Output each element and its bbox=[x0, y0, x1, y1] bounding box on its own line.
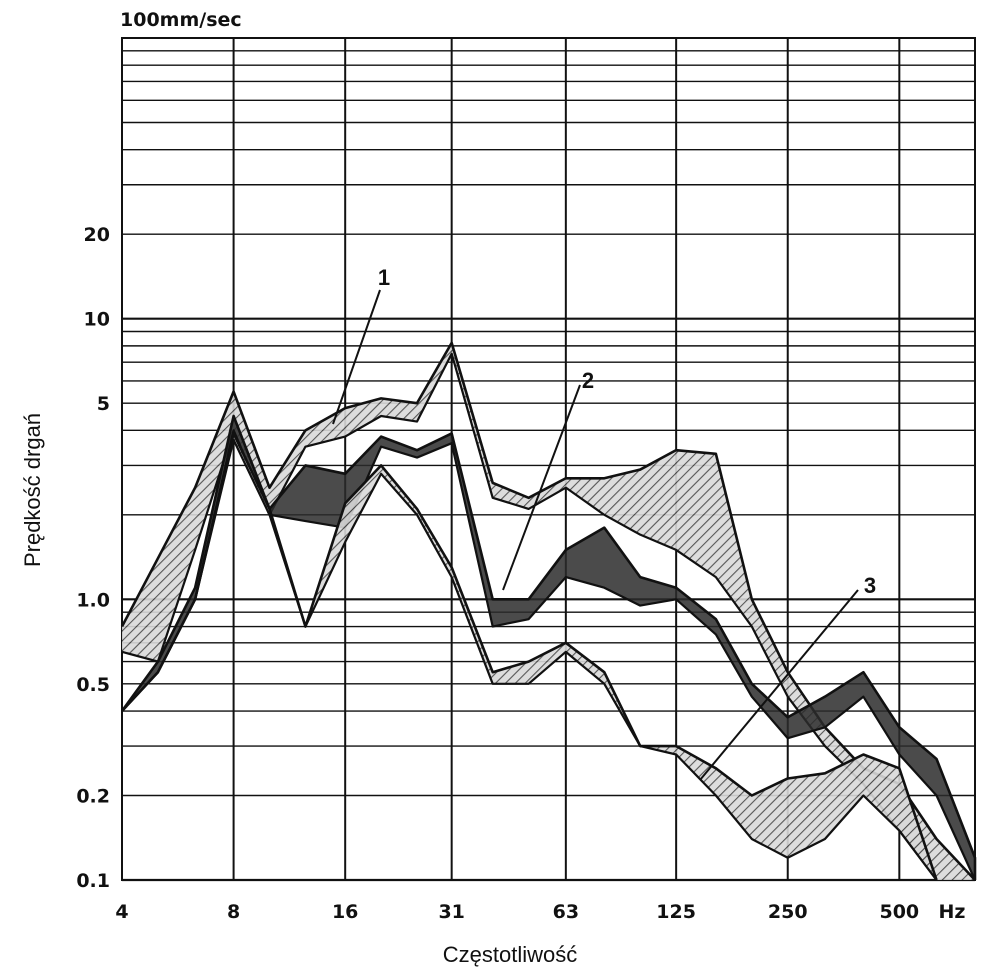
callout-2-leader bbox=[502, 384, 581, 591]
band-3-upper-line bbox=[121, 432, 938, 881]
band-3 bbox=[121, 432, 938, 881]
x-tick-label: 125 bbox=[656, 901, 696, 923]
y-tick-label: 0.2 bbox=[76, 786, 110, 808]
y-tick-label: 5 bbox=[97, 393, 110, 415]
x-tick-label: 500 bbox=[879, 901, 919, 923]
x-tick-label: 250 bbox=[768, 901, 808, 923]
x-tick-label: Hz bbox=[939, 901, 966, 923]
callout-1-leader bbox=[332, 289, 381, 425]
x-axis-title: Częstotliwość bbox=[443, 942, 577, 967]
callout-3-label: 3 bbox=[864, 573, 876, 598]
x-tick-label: 63 bbox=[553, 901, 579, 923]
y-tick-label: 0.5 bbox=[76, 674, 110, 696]
callout-3-leader bbox=[699, 589, 859, 781]
band-3-lower-line bbox=[121, 438, 938, 881]
x-tick-label: 8 bbox=[227, 901, 240, 923]
y-tick-label: 1.0 bbox=[76, 589, 110, 611]
x-tick-label: 31 bbox=[438, 901, 464, 923]
band-1-upper-line bbox=[120, 341, 976, 881]
x-tick-label: 4 bbox=[115, 901, 128, 923]
y-tick-label: 10 bbox=[84, 309, 110, 331]
y-tick-label: 0.1 bbox=[76, 870, 110, 892]
y-tick-label: 20 bbox=[84, 224, 110, 246]
y-axis-title: Prędkość drgań bbox=[20, 413, 45, 567]
callouts: 1 2 3 bbox=[332, 265, 876, 781]
callout-2-label: 2 bbox=[582, 368, 594, 393]
callout-1-label: 1 bbox=[378, 265, 390, 290]
unit-label: 100mm/sec bbox=[120, 9, 242, 31]
series-bands bbox=[120, 341, 977, 881]
x-tick-label: 16 bbox=[332, 901, 358, 923]
